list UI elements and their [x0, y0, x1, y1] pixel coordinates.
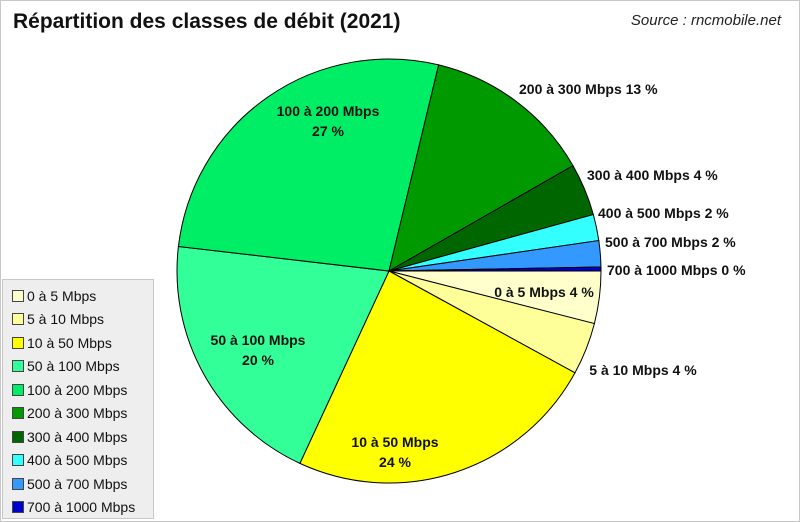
legend-item-100-a-200-mbps: 100 à 200 Mbps [3, 378, 153, 402]
slice-percent-50-a-100-mbps: 20 % [242, 352, 274, 368]
legend-swatch [12, 501, 24, 514]
legend-label: 5 à 10 Mbps [27, 311, 105, 328]
slice-label-200-a-300-mbps: 200 à 300 Mbps 13 % [519, 81, 658, 97]
pie-labels: 0 à 5 Mbps 4 % 5 à 10 Mbps 4 % 10 à 50 Mbp… [211, 81, 747, 470]
legend-label: 300 à 400 Mbps [27, 428, 128, 445]
legend-swatch [12, 313, 24, 326]
slice-percent-10-a-50-mbps: 24 % [379, 454, 411, 470]
legend-label: 0 à 5 Mbps [27, 287, 97, 304]
legend-item-700-a-1000-mbps: 700 à 1000 Mbps [3, 496, 153, 520]
legend-swatch [12, 477, 24, 490]
legend-item-400-a-500-mbps: 400 à 500 Mbps [3, 449, 153, 473]
legend-label: 200 à 300 Mbps [27, 405, 128, 422]
pie-slices [176, 58, 602, 484]
slice-label-10-a-50-mbps: 10 à 50 Mbps [351, 434, 438, 450]
legend-swatch [12, 383, 24, 396]
slice-label-0-a-5-mbps: 0 à 5 Mbps 4 % [494, 284, 594, 300]
pie-slice-50-a-100-mbps [176, 245, 390, 465]
legend-label: 500 à 700 Mbps [27, 475, 128, 492]
legend-item-500-a-700-mbps: 500 à 700 Mbps [3, 472, 153, 496]
legend-swatch [12, 289, 24, 302]
legend-label: 100 à 200 Mbps [27, 381, 128, 398]
slice-label-700-a-1000-mbps: 700 à 1000 Mbps 0 % [607, 262, 746, 278]
legend-label: 50 à 100 Mbps [27, 358, 120, 375]
pie-slice-700-a-1000-mbps [388, 266, 602, 272]
pie-slice-200-a-300-mbps [388, 64, 574, 273]
chart-legend: 0 à 5 Mbps 5 à 10 Mbps 10 à 50 Mbps 50 à 10… [2, 279, 154, 519]
legend-item-0-a-5-mbps: 0 à 5 Mbps [3, 284, 153, 308]
slice-label-50-a-100-mbps: 50 à 100 Mbps [211, 332, 306, 348]
legend-item-200-a-300-mbps: 200 à 300 Mbps [3, 402, 153, 426]
slice-label-500-a-700-mbps: 500 à 700 Mbps 2 % [605, 234, 736, 250]
legend-swatch [12, 430, 24, 443]
legend-swatch [12, 360, 24, 373]
legend-swatch [12, 336, 24, 349]
pie-slice-100-a-200-mbps [177, 58, 440, 272]
legend-label: 400 à 500 Mbps [27, 452, 128, 469]
legend-label: 700 à 1000 Mbps [27, 499, 136, 516]
legend-item-5-a-10-mbps: 5 à 10 Mbps [3, 308, 153, 332]
legend-swatch [12, 454, 24, 467]
chart-title: Répartition des classes de débit (2021) [13, 10, 401, 33]
slice-label-300-a-400-mbps: 300 à 400 Mbps 4 % [587, 167, 718, 183]
slice-label-100-a-200-mbps: 100 à 200 Mbps [277, 103, 380, 119]
legend-swatch [12, 407, 24, 420]
slice-label-5-a-10-mbps: 5 à 10 Mbps 4 % [589, 362, 697, 378]
slice-percent-100-a-200-mbps: 27 % [312, 123, 344, 139]
pie-slice-10-a-50-mbps [299, 270, 576, 484]
slice-label-400-a-500-mbps: 400 à 500 Mbps 2 % [598, 205, 729, 221]
legend-label: 10 à 50 Mbps [27, 334, 112, 351]
legend-item-50-a-100-mbps: 50 à 100 Mbps [3, 355, 153, 379]
legend-item-10-a-50-mbps: 10 à 50 Mbps [3, 331, 153, 355]
chart-source: Source : rncmobile.net [630, 12, 781, 29]
legend-item-300-a-400-mbps: 300 à 400 Mbps [3, 425, 153, 449]
